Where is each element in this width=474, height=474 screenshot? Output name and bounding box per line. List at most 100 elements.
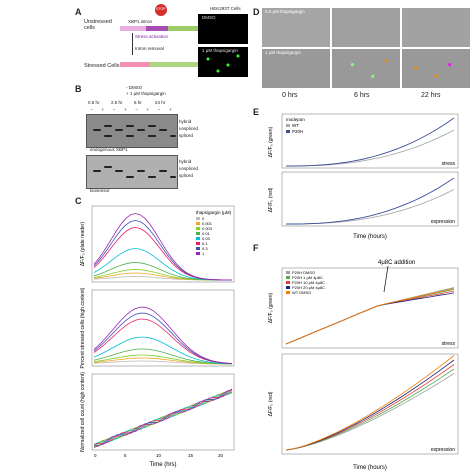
f2-series-line <box>285 359 455 451</box>
stop-text: STOP <box>156 7 166 11</box>
f2-ylabel: ΔF/F₀ (red) <box>268 391 274 416</box>
c-legend-swatch <box>196 242 200 245</box>
f-xlabel: Time (hours) <box>353 465 387 471</box>
gel-band <box>148 135 156 137</box>
gel-band <box>104 125 112 127</box>
c-legend-entry: 0.03 <box>202 236 211 241</box>
construct-segment <box>120 26 146 31</box>
gel-band <box>170 176 176 178</box>
f2-frame <box>281 353 459 455</box>
c1-frame <box>91 205 235 283</box>
panel-label-c: C <box>75 196 82 206</box>
f-legend-entry: WT DMSO <box>292 290 311 295</box>
c3-frame <box>91 373 235 451</box>
e-legend-title: modepon <box>286 117 305 122</box>
cell-image <box>262 49 330 88</box>
stress-activation-label: Stress activation <box>135 34 169 39</box>
f1-series-line <box>285 292 455 345</box>
intron-removal-label: Intron removal <box>135 46 164 51</box>
sign-row: − + − + − + − + <box>86 107 176 113</box>
band-label-hybrid: hybrid <box>179 119 192 124</box>
construct-segment <box>146 26 168 31</box>
c-xtick: 0 <box>94 453 97 458</box>
f-legend-swatch <box>286 281 290 284</box>
c-xlabel: Time (hrs) <box>149 462 176 468</box>
gel-band <box>93 170 101 172</box>
band-label-hybrid: hybrid <box>179 159 192 164</box>
time-label: 6 hr <box>134 100 142 105</box>
e-legend-entry: WT <box>292 123 299 128</box>
c2-series-line <box>93 306 233 364</box>
c3-series-line <box>93 389 233 448</box>
panel-e-charts: ΔF/F₀ (green) ΔF/F₀ (red) modepon WT P20… <box>268 113 459 240</box>
gel-biosensor <box>86 155 178 189</box>
construct-segment <box>168 26 198 31</box>
gel-band <box>159 129 167 131</box>
c-legend-title: thapsigargin (μM) <box>196 210 232 215</box>
c-legend-entry: 0.01 <box>202 231 211 236</box>
c-legend-entry: 0.3 <box>202 246 208 251</box>
d-image-label: 0.5 μM thapsigargin <box>265 9 305 14</box>
c2-series-line <box>93 348 233 365</box>
microscopy-image-thapsigargin <box>198 47 248 77</box>
gel-band <box>137 170 145 172</box>
e1-series-line <box>286 117 455 167</box>
f2-series-line <box>285 355 455 451</box>
construct-top-label: XBP1 intron <box>128 19 153 24</box>
f-legend-entry: P20H 1 μM 4μ8C <box>292 275 323 280</box>
time-label: 24 hr <box>155 100 166 105</box>
c-legend-entry: 1 <box>202 251 205 256</box>
panel-c-charts: ΔF/F₀ (plate reader) Percent stressed ce… <box>80 205 235 468</box>
sign: + <box>146 107 150 112</box>
f-expression-tag: expression <box>431 447 455 453</box>
c1-ylabel: ΔF/F₀ (plate reader) <box>80 222 86 267</box>
thap-image-label: 1 μM thapsigargin <box>202 48 238 53</box>
c-xtick: 5 <box>124 453 127 458</box>
f2-series-line <box>285 364 455 451</box>
c-legend-swatch <box>196 232 200 235</box>
panel-label-f: F <box>253 243 259 253</box>
gel-band <box>126 135 134 137</box>
microscopy-image-dmso <box>198 14 248 44</box>
panel-label-e: E <box>253 107 260 117</box>
e2-series-line <box>286 177 455 225</box>
hek-title: HEK293T Cells <box>210 6 241 11</box>
c-legend-swatch <box>196 227 200 230</box>
c3-ylabel: Normalized cell count (high content) <box>80 372 86 452</box>
gel-band <box>115 129 123 131</box>
legend-dmso: - DMSO <box>126 85 143 90</box>
f-legend-entry: P20H 10 μM 4μ8C <box>292 280 325 285</box>
c-legend-swatch <box>196 252 200 255</box>
c-legend-swatch <box>196 237 200 240</box>
band-label-spliced: spliced <box>179 173 194 178</box>
sign: − <box>90 107 93 112</box>
c3-series-line <box>93 388 233 446</box>
panel-label-a: A <box>75 7 82 17</box>
f1-frame <box>281 267 459 349</box>
c3-series-line <box>93 392 233 447</box>
sign: + <box>124 107 127 112</box>
e2-series-line <box>286 189 455 225</box>
c-legend-entry: 0.003 <box>202 226 213 231</box>
c-xtick: 20 <box>218 453 224 458</box>
gel-band <box>170 135 176 137</box>
f-legend-swatch <box>286 276 290 279</box>
c2-frame <box>91 289 235 367</box>
time-label: 2.5 hr <box>111 100 123 105</box>
e1-ylabel: ΔF/F₀ (green) <box>268 126 274 157</box>
d-time-label: 6 hrs <box>354 92 370 99</box>
f-stress-tag: stress <box>442 341 456 347</box>
sign: + <box>169 107 172 112</box>
gel-band <box>104 135 112 137</box>
c-legend-entry: 0.1 <box>202 241 208 246</box>
gel-band <box>148 176 156 178</box>
cell-image <box>332 49 400 88</box>
f-lines <box>285 287 455 451</box>
f-legend-swatch <box>286 286 290 289</box>
sign: − <box>157 107 161 112</box>
e2-frame <box>281 171 459 227</box>
band-label-unspliced: unspliced <box>179 126 199 131</box>
panel-f-charts: ΔF/F₀ (green) ΔF/F₀ (red) 4μ8C addition … <box>268 260 459 471</box>
f-legend-swatch <box>286 291 290 294</box>
